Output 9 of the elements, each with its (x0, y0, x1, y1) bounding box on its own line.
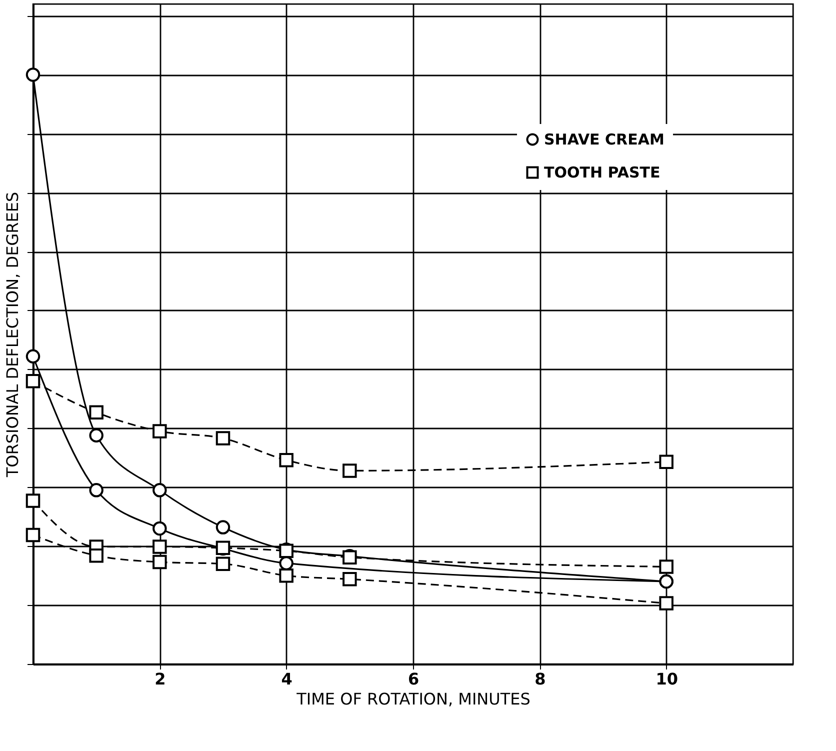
y-axis-title: TORSIONAL DEFLECTION, DEGREES (3, 192, 22, 478)
legend-label: TOOTH PASTE (544, 164, 660, 182)
x-tick-label: 10 (656, 670, 678, 688)
x-tick-label: 4 (281, 670, 292, 688)
x-tick-label: 2 (154, 670, 166, 688)
x-tick-label: 6 (408, 670, 420, 688)
x-tick-label: 8 (534, 670, 546, 688)
x-axis-title: TIME OF ROTATION, MINUTES (296, 690, 530, 708)
legend-label: SHAVE CREAM (544, 130, 664, 148)
